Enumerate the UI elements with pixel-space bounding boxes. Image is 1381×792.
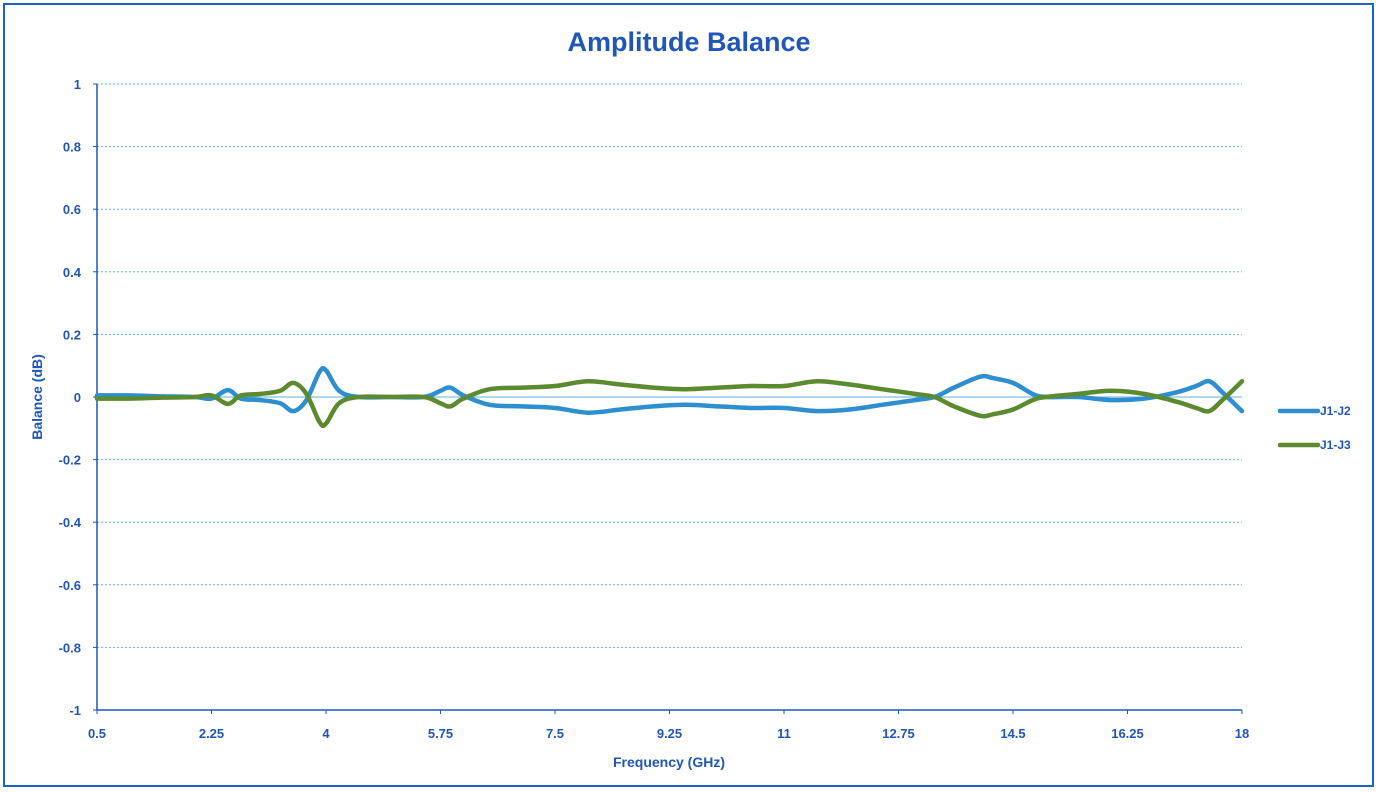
x-tick-labels: 0.5 2.25 4 5.75 7.5 9.25 11 12.75 14.5 16.25 18 xyxy=(88,726,1249,741)
x-tick-label: 9.25 xyxy=(657,726,682,741)
y-tick-label: -0.2 xyxy=(59,453,81,468)
x-axis-label: Frequency (GHz) xyxy=(613,754,725,770)
x-tick-label: 4 xyxy=(322,726,330,741)
y-axis-label: Balance (dB) xyxy=(29,354,45,440)
y-tick-label: 0.2 xyxy=(63,327,81,342)
x-tick-label: 5.75 xyxy=(428,726,453,741)
series-lines xyxy=(94,365,1245,429)
y-tick-label: 0.8 xyxy=(63,140,81,155)
y-tick-label: 0.4 xyxy=(63,265,82,280)
x-tick-label: 2.25 xyxy=(199,726,224,741)
series-line-j1-j3 xyxy=(94,379,1245,429)
x-tick-label: 0.5 xyxy=(88,726,106,741)
legend: J1-J2 J1-J3 xyxy=(1277,404,1351,452)
x-tick-label: 12.75 xyxy=(882,726,915,741)
y-tick-labels: 1 0.8 0.6 0.4 0.2 0 -0.2 -0.4 -0.6 -0.8 -1 xyxy=(59,77,82,718)
x-tick-label: 11 xyxy=(777,726,791,741)
x-tick-label: 14.5 xyxy=(1000,726,1025,741)
legend-label-j1-j3: J1-J3 xyxy=(1320,438,1351,452)
x-tick-label: 7.5 xyxy=(546,726,564,741)
legend-label-j1-j2: J1-J2 xyxy=(1320,404,1351,418)
y-tick-label: -0.6 xyxy=(59,578,81,593)
chart-title: Amplitude Balance xyxy=(567,27,810,57)
x-tick-label: 18 xyxy=(1235,726,1249,741)
y-tick-label: -0.4 xyxy=(59,515,82,530)
y-tick-label: -0.8 xyxy=(59,640,81,655)
x-tick-label: 16.25 xyxy=(1111,726,1144,741)
y-tick-label: 1 xyxy=(74,77,81,92)
y-tick-label: 0 xyxy=(74,390,81,405)
y-tick-label: -1 xyxy=(69,703,81,718)
gridlines xyxy=(97,83,1242,711)
y-tick-label: 0.6 xyxy=(63,202,81,217)
